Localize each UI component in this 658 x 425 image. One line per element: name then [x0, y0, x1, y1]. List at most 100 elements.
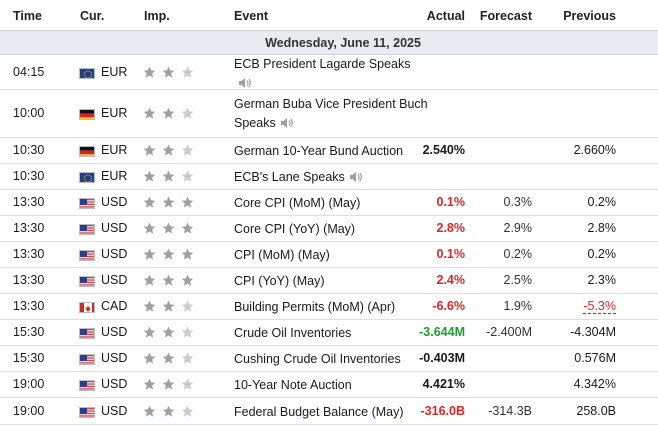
- table-row[interactable]: 10:30 EUR German 10-Year Bund Auction 2.540…: [0, 138, 658, 164]
- star-filled-icon: [162, 196, 175, 208]
- table-row[interactable]: 13:30 USD CPI (MoM) (May) 0.1% 0.2% 0.2%: [0, 242, 658, 268]
- event-name[interactable]: German 10-Year Bund Auction: [234, 142, 403, 161]
- col-actual-header[interactable]: Actual: [426, 9, 465, 23]
- forecast-value: -314.3B: [488, 404, 532, 418]
- table-row[interactable]: 13:30 USD Core CPI (MoM) (May) 0.1% 0.3% 0.2%: [0, 190, 658, 216]
- table-row[interactable]: 10:00 EUR German Buba Vice President Buch …: [0, 90, 658, 138]
- event-title[interactable]: Cushing Crude Oil Inventories: [234, 352, 401, 366]
- event-name[interactable]: CPI (YoY) (May): [234, 272, 325, 291]
- previous-value: 2.3%: [587, 273, 617, 287]
- table-row[interactable]: 19:00 USD 10-Year Note Auction 4.421% 4.342%: [0, 372, 658, 398]
- col-currency-header[interactable]: Cur.: [80, 9, 105, 23]
- speaker-icon: [234, 76, 252, 90]
- event-name[interactable]: Cushing Crude Oil Inventories: [234, 350, 401, 369]
- event-title[interactable]: Crude Oil Inventories: [234, 326, 352, 340]
- event-title[interactable]: Core CPI (MoM) (May): [234, 196, 361, 210]
- flag-us-icon: [79, 198, 95, 209]
- event-title[interactable]: CPI (YoY) (May): [234, 274, 325, 288]
- actual-value: -0.403M: [419, 351, 465, 365]
- event-title[interactable]: German 10-Year Bund Auction: [234, 144, 404, 158]
- forecast-value: 1.9%: [503, 299, 533, 313]
- star-filled-icon: [162, 248, 175, 260]
- event-time: 04:15: [13, 65, 45, 79]
- star-empty-icon: [181, 107, 194, 119]
- actual-value: 2.4%: [436, 273, 466, 287]
- currency-code: EUR: [101, 65, 128, 79]
- star-filled-icon: [143, 66, 156, 78]
- event-name[interactable]: ECB's Lane Speaks: [234, 168, 363, 187]
- event-name[interactable]: Core CPI (MoM) (May): [234, 194, 360, 213]
- importance-stars: [143, 170, 200, 186]
- col-event-header[interactable]: Event: [234, 9, 269, 23]
- star-filled-icon: [181, 248, 194, 260]
- previous-value: 0.2%: [587, 247, 617, 261]
- event-title[interactable]: Federal Budget Balance (May): [234, 405, 404, 419]
- table-row[interactable]: 15:30 USD Cushing Crude Oil Inventories -0.…: [0, 346, 658, 372]
- star-filled-icon: [162, 274, 175, 286]
- forecast-value: 2.5%: [503, 273, 533, 287]
- currency-code: EUR: [101, 106, 128, 120]
- previous-value: 0.2%: [587, 195, 617, 209]
- actual-value: 0.1%: [436, 195, 466, 209]
- star-empty-icon: [181, 378, 194, 390]
- event-time: 19:00: [13, 404, 45, 418]
- col-previous-header[interactable]: Previous: [563, 9, 616, 23]
- previous-value: 258.0B: [576, 404, 616, 418]
- event-name[interactable]: 10-Year Note Auction: [234, 376, 352, 395]
- col-importance-header[interactable]: Imp.: [144, 9, 170, 23]
- star-filled-icon: [162, 300, 175, 312]
- col-time-header[interactable]: Time: [13, 9, 42, 23]
- previous-value[interactable]: -5.3%: [583, 299, 616, 313]
- importance-stars: [143, 222, 200, 238]
- col-forecast-header[interactable]: Forecast: [479, 9, 532, 23]
- table-row[interactable]: 13:30 CAD Building Permits (MoM) (Apr) -6.6…: [0, 294, 658, 320]
- event-name[interactable]: German Buba Vice President Buch Speaks: [234, 95, 432, 133]
- importance-stars: [143, 352, 200, 368]
- currency-code: USD: [101, 195, 128, 209]
- currency-code: USD: [101, 221, 128, 235]
- table-row[interactable]: 13:30 USD Core CPI (YoY) (May) 2.8% 2.9% 2.8%: [0, 216, 658, 242]
- star-filled-icon: [143, 300, 156, 312]
- event-name[interactable]: Crude Oil Inventories: [234, 324, 351, 343]
- star-filled-icon: [181, 196, 194, 208]
- event-title[interactable]: 10-Year Note Auction: [234, 378, 352, 392]
- star-filled-icon: [143, 248, 156, 260]
- star-filled-icon: [143, 378, 156, 390]
- flag-us-icon: [79, 328, 95, 339]
- event-name[interactable]: ECB President Lagarde Speaks: [234, 55, 414, 93]
- star-filled-icon: [181, 274, 194, 286]
- star-filled-icon: [162, 405, 175, 417]
- previous-value: 4.342%: [573, 377, 616, 391]
- table-row[interactable]: 13:30 USD CPI (YoY) (May) 2.4% 2.5% 2.3%: [0, 268, 658, 294]
- event-title[interactable]: ECB's Lane Speaks: [234, 170, 345, 184]
- event-time: 13:30: [13, 195, 45, 209]
- star-filled-icon: [143, 352, 156, 364]
- table-row[interactable]: 10:30 EUR ECB's Lane Speaks: [0, 164, 658, 190]
- flag-us-icon: [79, 224, 95, 235]
- event-time: 19:00: [13, 377, 45, 391]
- date-group-row: Wednesday, June 11, 2025: [0, 31, 658, 55]
- table-row[interactable]: 19:00 USD Federal Budget Balance (May) -316…: [0, 398, 658, 425]
- currency-code: USD: [101, 351, 128, 365]
- forecast-value: 2.9%: [503, 221, 533, 235]
- star-empty-icon: [181, 326, 194, 338]
- event-time: 13:30: [13, 299, 45, 313]
- event-title[interactable]: ECB President Lagarde Speaks: [234, 57, 411, 71]
- event-title[interactable]: German Buba Vice President Buch Speaks: [234, 97, 428, 130]
- importance-stars: [143, 378, 200, 394]
- actual-value: -3.644M: [419, 325, 465, 339]
- table-row[interactable]: 04:15 EUR ECB President Lagarde Speaks: [0, 55, 658, 90]
- currency-code: USD: [101, 247, 128, 261]
- event-title[interactable]: Building Permits (MoM) (Apr): [234, 300, 396, 314]
- event-name[interactable]: Federal Budget Balance (May): [234, 403, 404, 422]
- event-name[interactable]: Building Permits (MoM) (Apr): [234, 298, 395, 317]
- star-filled-icon: [162, 66, 175, 78]
- event-title[interactable]: Core CPI (YoY) (May): [234, 222, 356, 236]
- event-name[interactable]: Core CPI (YoY) (May): [234, 220, 355, 239]
- importance-stars: [143, 107, 200, 123]
- actual-value: 2.540%: [422, 143, 465, 157]
- table-row[interactable]: 15:30 USD Crude Oil Inventories -3.644M -2.4…: [0, 320, 658, 346]
- event-time: 10:30: [13, 143, 45, 157]
- event-title[interactable]: CPI (MoM) (May): [234, 248, 330, 262]
- event-name[interactable]: CPI (MoM) (May): [234, 246, 330, 265]
